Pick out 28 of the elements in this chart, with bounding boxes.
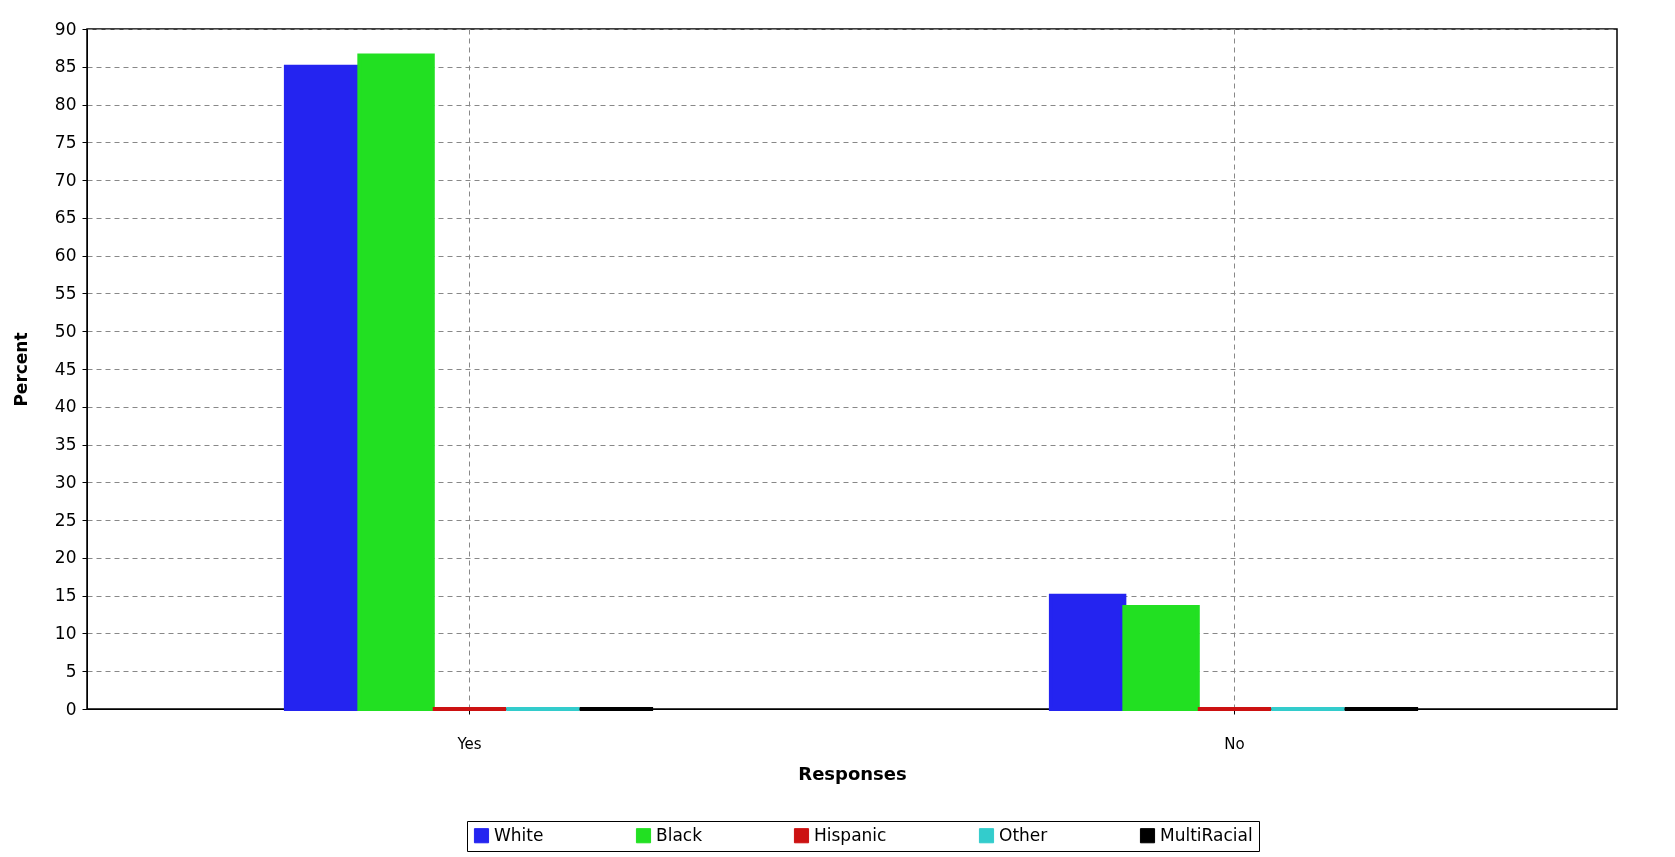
y-tick-label: 15 — [54, 585, 77, 606]
legend-label: MultiRacial — [1160, 824, 1253, 845]
y-tick-label: 70 — [54, 169, 77, 190]
y-tick-label: 85 — [54, 56, 77, 77]
x-tick-label: Yes — [456, 734, 482, 753]
y-tick-label: 55 — [54, 282, 77, 303]
y-tick-label: 80 — [54, 94, 77, 115]
y-tick-label: 60 — [54, 245, 77, 266]
legend-label: Other — [999, 824, 1048, 845]
x-tick-label: No — [1224, 734, 1245, 753]
legend-label: Hispanic — [814, 824, 887, 845]
y-tick-label: 10 — [54, 622, 77, 643]
y-tick-label: 40 — [54, 396, 77, 417]
y-tick-label: 50 — [54, 320, 77, 341]
legend-label: White — [494, 824, 544, 845]
y-tick-label: 0 — [65, 698, 77, 719]
legend-label: Black — [656, 824, 703, 845]
y-tick-label: 35 — [54, 434, 77, 455]
y-tick-label: 20 — [54, 547, 77, 568]
y-tick-label: 75 — [54, 131, 77, 152]
y-tick-label: 45 — [54, 358, 77, 379]
y-axis-title: Percent — [10, 332, 31, 407]
y-tick-label: 30 — [54, 471, 77, 492]
y-tick-label: 90 — [54, 18, 77, 39]
y-tick-label: 5 — [65, 660, 77, 681]
y-tick-label: 65 — [54, 207, 77, 228]
x-axis-title: Responses — [798, 762, 907, 784]
y-tick-label: 25 — [54, 509, 77, 530]
